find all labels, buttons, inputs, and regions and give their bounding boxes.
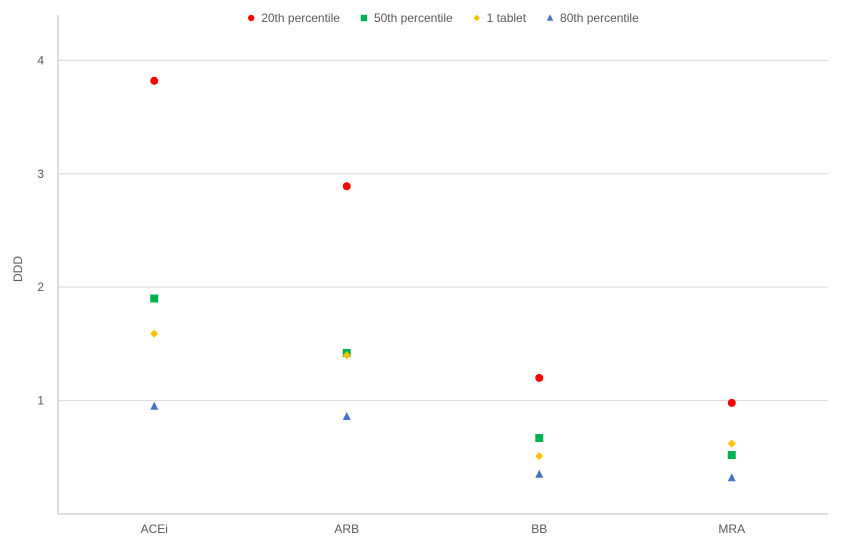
gridlines bbox=[58, 59, 828, 402]
legend-label: 20th percentile bbox=[261, 11, 340, 25]
data-point-diamond bbox=[150, 329, 159, 338]
legend-label: 50th percentile bbox=[374, 11, 453, 25]
y-axis-title: DDD bbox=[11, 256, 25, 282]
legend-marker-diamond bbox=[473, 14, 480, 22]
legend-marker-circle bbox=[248, 14, 255, 22]
x-tick-label: ACEi bbox=[141, 522, 168, 536]
x-tick-label: MRA bbox=[718, 522, 745, 536]
legend-label: 80th percentile bbox=[560, 11, 639, 25]
x-tick-labels: ACEi ARB BB MRA bbox=[141, 522, 746, 536]
data-point-circle bbox=[150, 76, 159, 85]
data-point-square bbox=[727, 451, 736, 460]
data-point-diamond bbox=[727, 439, 736, 448]
data-points bbox=[150, 76, 736, 482]
data-point-square bbox=[535, 434, 544, 443]
legend-label: 1 tablet bbox=[487, 11, 527, 25]
y-tick-label: 3 bbox=[37, 167, 44, 181]
axes bbox=[57, 15, 828, 515]
x-tick-label: BB bbox=[531, 522, 547, 536]
data-point-triangle bbox=[727, 473, 736, 482]
y-tick-label: 4 bbox=[37, 53, 44, 67]
legend-marker-triangle bbox=[546, 14, 554, 21]
legend: 20th percentile 50th percentile 1 tablet 80… bbox=[248, 11, 639, 25]
data-point-square bbox=[150, 294, 159, 303]
y-tick-label: 1 bbox=[37, 394, 44, 408]
data-point-circle bbox=[342, 182, 351, 191]
y-tick-label: 2 bbox=[37, 280, 44, 294]
data-point-triangle bbox=[150, 401, 159, 410]
data-point-circle bbox=[535, 373, 544, 382]
data-point-triangle bbox=[535, 469, 544, 478]
data-point-triangle bbox=[342, 411, 351, 420]
x-tick-label: ARB bbox=[334, 522, 359, 536]
y-tick-labels: 1 2 3 4 bbox=[37, 53, 44, 407]
data-point-circle bbox=[727, 398, 736, 407]
legend-marker-square bbox=[360, 14, 368, 22]
data-point-diamond bbox=[342, 351, 351, 360]
data-point-diamond bbox=[535, 452, 544, 461]
